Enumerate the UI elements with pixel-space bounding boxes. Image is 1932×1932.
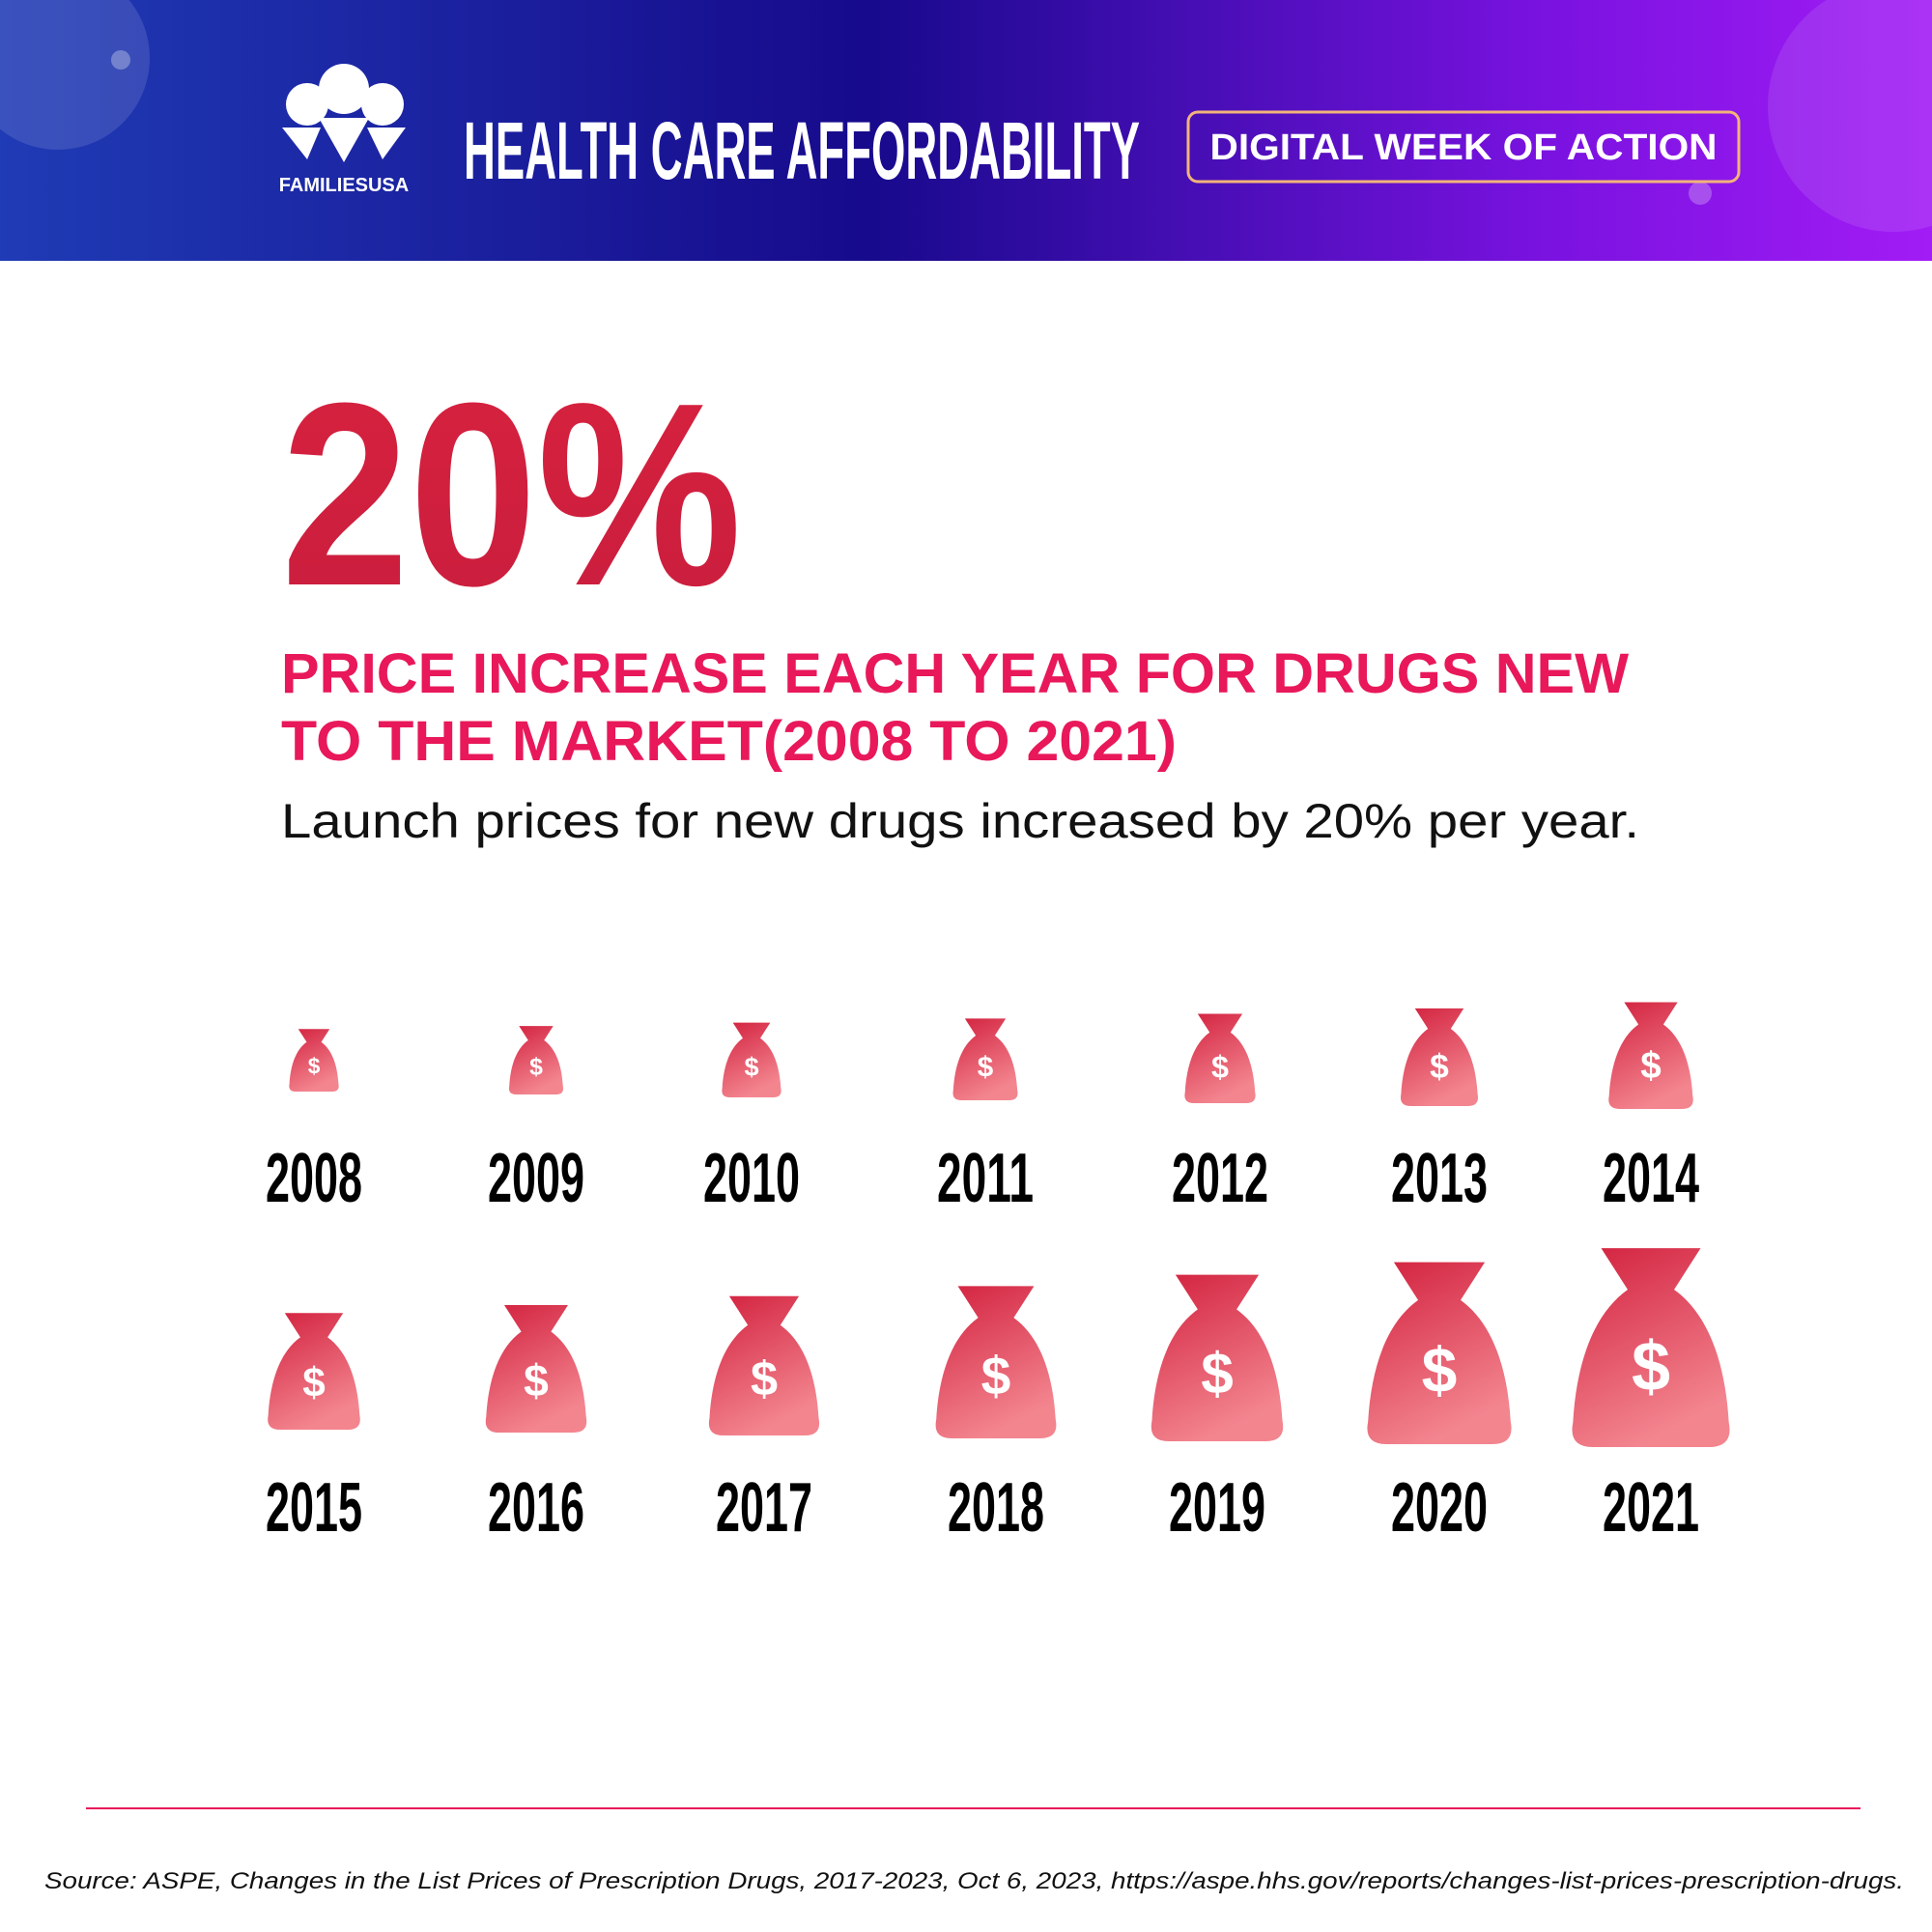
year-label: 2017 xyxy=(716,1469,812,1547)
bag-shape xyxy=(952,1018,1018,1100)
bokeh xyxy=(111,50,130,70)
bag-shape xyxy=(1608,1002,1693,1109)
bag-symbol: $ xyxy=(1640,1045,1662,1087)
bag-symbol: $ xyxy=(308,1053,321,1078)
money-bag: $ xyxy=(289,1029,339,1092)
bag-symbol: $ xyxy=(524,1355,549,1406)
header-band xyxy=(0,0,1932,261)
bag-symbol: $ xyxy=(529,1055,543,1081)
bag-symbol: $ xyxy=(1422,1334,1458,1406)
bag-symbol: $ xyxy=(1211,1049,1229,1084)
bokeh xyxy=(1768,0,1932,232)
bag-symbol: $ xyxy=(302,1359,326,1405)
bag-shape xyxy=(1572,1248,1730,1447)
money-bag: $ xyxy=(952,1018,1018,1100)
year-label: 2014 xyxy=(1603,1140,1699,1217)
bag-shape xyxy=(485,1305,587,1433)
header-title: HEALTH CARE AFFORDABILITY xyxy=(464,105,1140,196)
source-note: Source: ASPE, Changes in the List Prices… xyxy=(44,1868,1904,1894)
bag-shape xyxy=(268,1313,360,1430)
bag-shape xyxy=(1151,1274,1284,1441)
logo: FAMILIESUSA xyxy=(279,64,409,196)
money-bag: $ xyxy=(1400,1008,1479,1106)
bag-symbol: $ xyxy=(1632,1328,1670,1406)
bokeh xyxy=(0,0,150,150)
bag-symbol: $ xyxy=(978,1052,994,1084)
year-label: 2009 xyxy=(488,1140,584,1217)
year-label: 2008 xyxy=(266,1140,362,1217)
stat-headline: TO THE MARKET(2008 TO 2021) xyxy=(281,710,1177,773)
bag-symbol: $ xyxy=(744,1052,758,1082)
year-label: 2015 xyxy=(266,1469,362,1547)
bag-shape xyxy=(508,1026,564,1094)
money-bag: $ xyxy=(268,1313,360,1430)
bag-symbol: $ xyxy=(751,1351,778,1406)
money-bags: $2008 $2009 $2010 $2011 $2012 $2013 $2014 $2015… xyxy=(266,1002,1730,1547)
logo-text: FAMILIESUSA xyxy=(279,175,409,196)
stat-description: Launch prices for new drugs increased by… xyxy=(281,794,1639,848)
money-bag: $ xyxy=(1572,1248,1730,1447)
bag-shape xyxy=(1367,1262,1512,1444)
badge-text: DIGITAL WEEK OF ACTION xyxy=(1210,128,1718,168)
year-label: 2020 xyxy=(1391,1469,1488,1547)
year-label: 2010 xyxy=(703,1140,800,1217)
bag-shape xyxy=(289,1029,339,1092)
year-label: 2013 xyxy=(1391,1140,1488,1217)
money-bag: $ xyxy=(1184,1013,1256,1103)
money-bag: $ xyxy=(485,1305,587,1433)
bag-shape xyxy=(1184,1013,1256,1103)
money-bag: $ xyxy=(508,1026,564,1094)
bokeh xyxy=(1689,182,1712,205)
stat-headline: PRICE INCREASE EACH YEAR FOR DRUGS NEW xyxy=(281,642,1629,705)
year-label: 2021 xyxy=(1603,1469,1699,1547)
bag-shape xyxy=(1400,1008,1479,1106)
money-bag: $ xyxy=(935,1286,1057,1438)
money-bag: $ xyxy=(1151,1274,1284,1441)
bag-shape xyxy=(708,1295,820,1435)
year-label: 2012 xyxy=(1172,1140,1268,1217)
money-bag: $ xyxy=(708,1295,820,1435)
bag-symbol: $ xyxy=(1201,1340,1234,1406)
year-label: 2019 xyxy=(1169,1469,1265,1547)
bag-symbol: $ xyxy=(981,1347,1011,1406)
year-label: 2016 xyxy=(488,1469,584,1547)
bag-symbol: $ xyxy=(1430,1048,1449,1086)
year-label: 2018 xyxy=(948,1469,1044,1547)
money-bag: $ xyxy=(1608,1002,1693,1109)
stat-value: 20% xyxy=(281,350,742,640)
year-label: 2011 xyxy=(937,1140,1034,1217)
money-bag: $ xyxy=(1367,1262,1512,1444)
money-bag: $ xyxy=(722,1022,781,1097)
bag-shape xyxy=(935,1286,1057,1438)
bag-shape xyxy=(722,1022,781,1097)
badge-frame xyxy=(1186,110,1741,184)
